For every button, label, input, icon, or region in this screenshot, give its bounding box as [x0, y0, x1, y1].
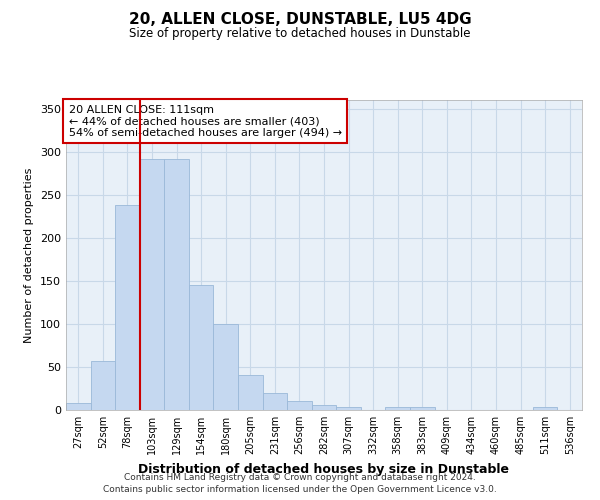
- Bar: [336, 408, 361, 410]
- Bar: [312, 405, 336, 410]
- Bar: [91, 361, 115, 410]
- Bar: [238, 374, 263, 410]
- Bar: [533, 408, 557, 410]
- Bar: [115, 205, 140, 410]
- Bar: [189, 285, 214, 410]
- Bar: [66, 403, 91, 410]
- Bar: [164, 160, 189, 410]
- Text: 20 ALLEN CLOSE: 111sqm
← 44% of detached houses are smaller (403)
54% of semi-de: 20 ALLEN CLOSE: 111sqm ← 44% of detached…: [68, 104, 342, 138]
- Text: Size of property relative to detached houses in Dunstable: Size of property relative to detached ho…: [129, 28, 471, 40]
- Bar: [263, 393, 287, 410]
- X-axis label: Distribution of detached houses by size in Dunstable: Distribution of detached houses by size …: [139, 462, 509, 475]
- Text: 20, ALLEN CLOSE, DUNSTABLE, LU5 4DG: 20, ALLEN CLOSE, DUNSTABLE, LU5 4DG: [128, 12, 472, 28]
- Y-axis label: Number of detached properties: Number of detached properties: [25, 168, 34, 342]
- Bar: [214, 324, 238, 410]
- Bar: [140, 160, 164, 410]
- Bar: [410, 408, 434, 410]
- Bar: [287, 400, 312, 410]
- Text: Contains public sector information licensed under the Open Government Licence v3: Contains public sector information licen…: [103, 485, 497, 494]
- Text: Contains HM Land Registry data © Crown copyright and database right 2024.: Contains HM Land Registry data © Crown c…: [124, 472, 476, 482]
- Bar: [385, 406, 410, 410]
